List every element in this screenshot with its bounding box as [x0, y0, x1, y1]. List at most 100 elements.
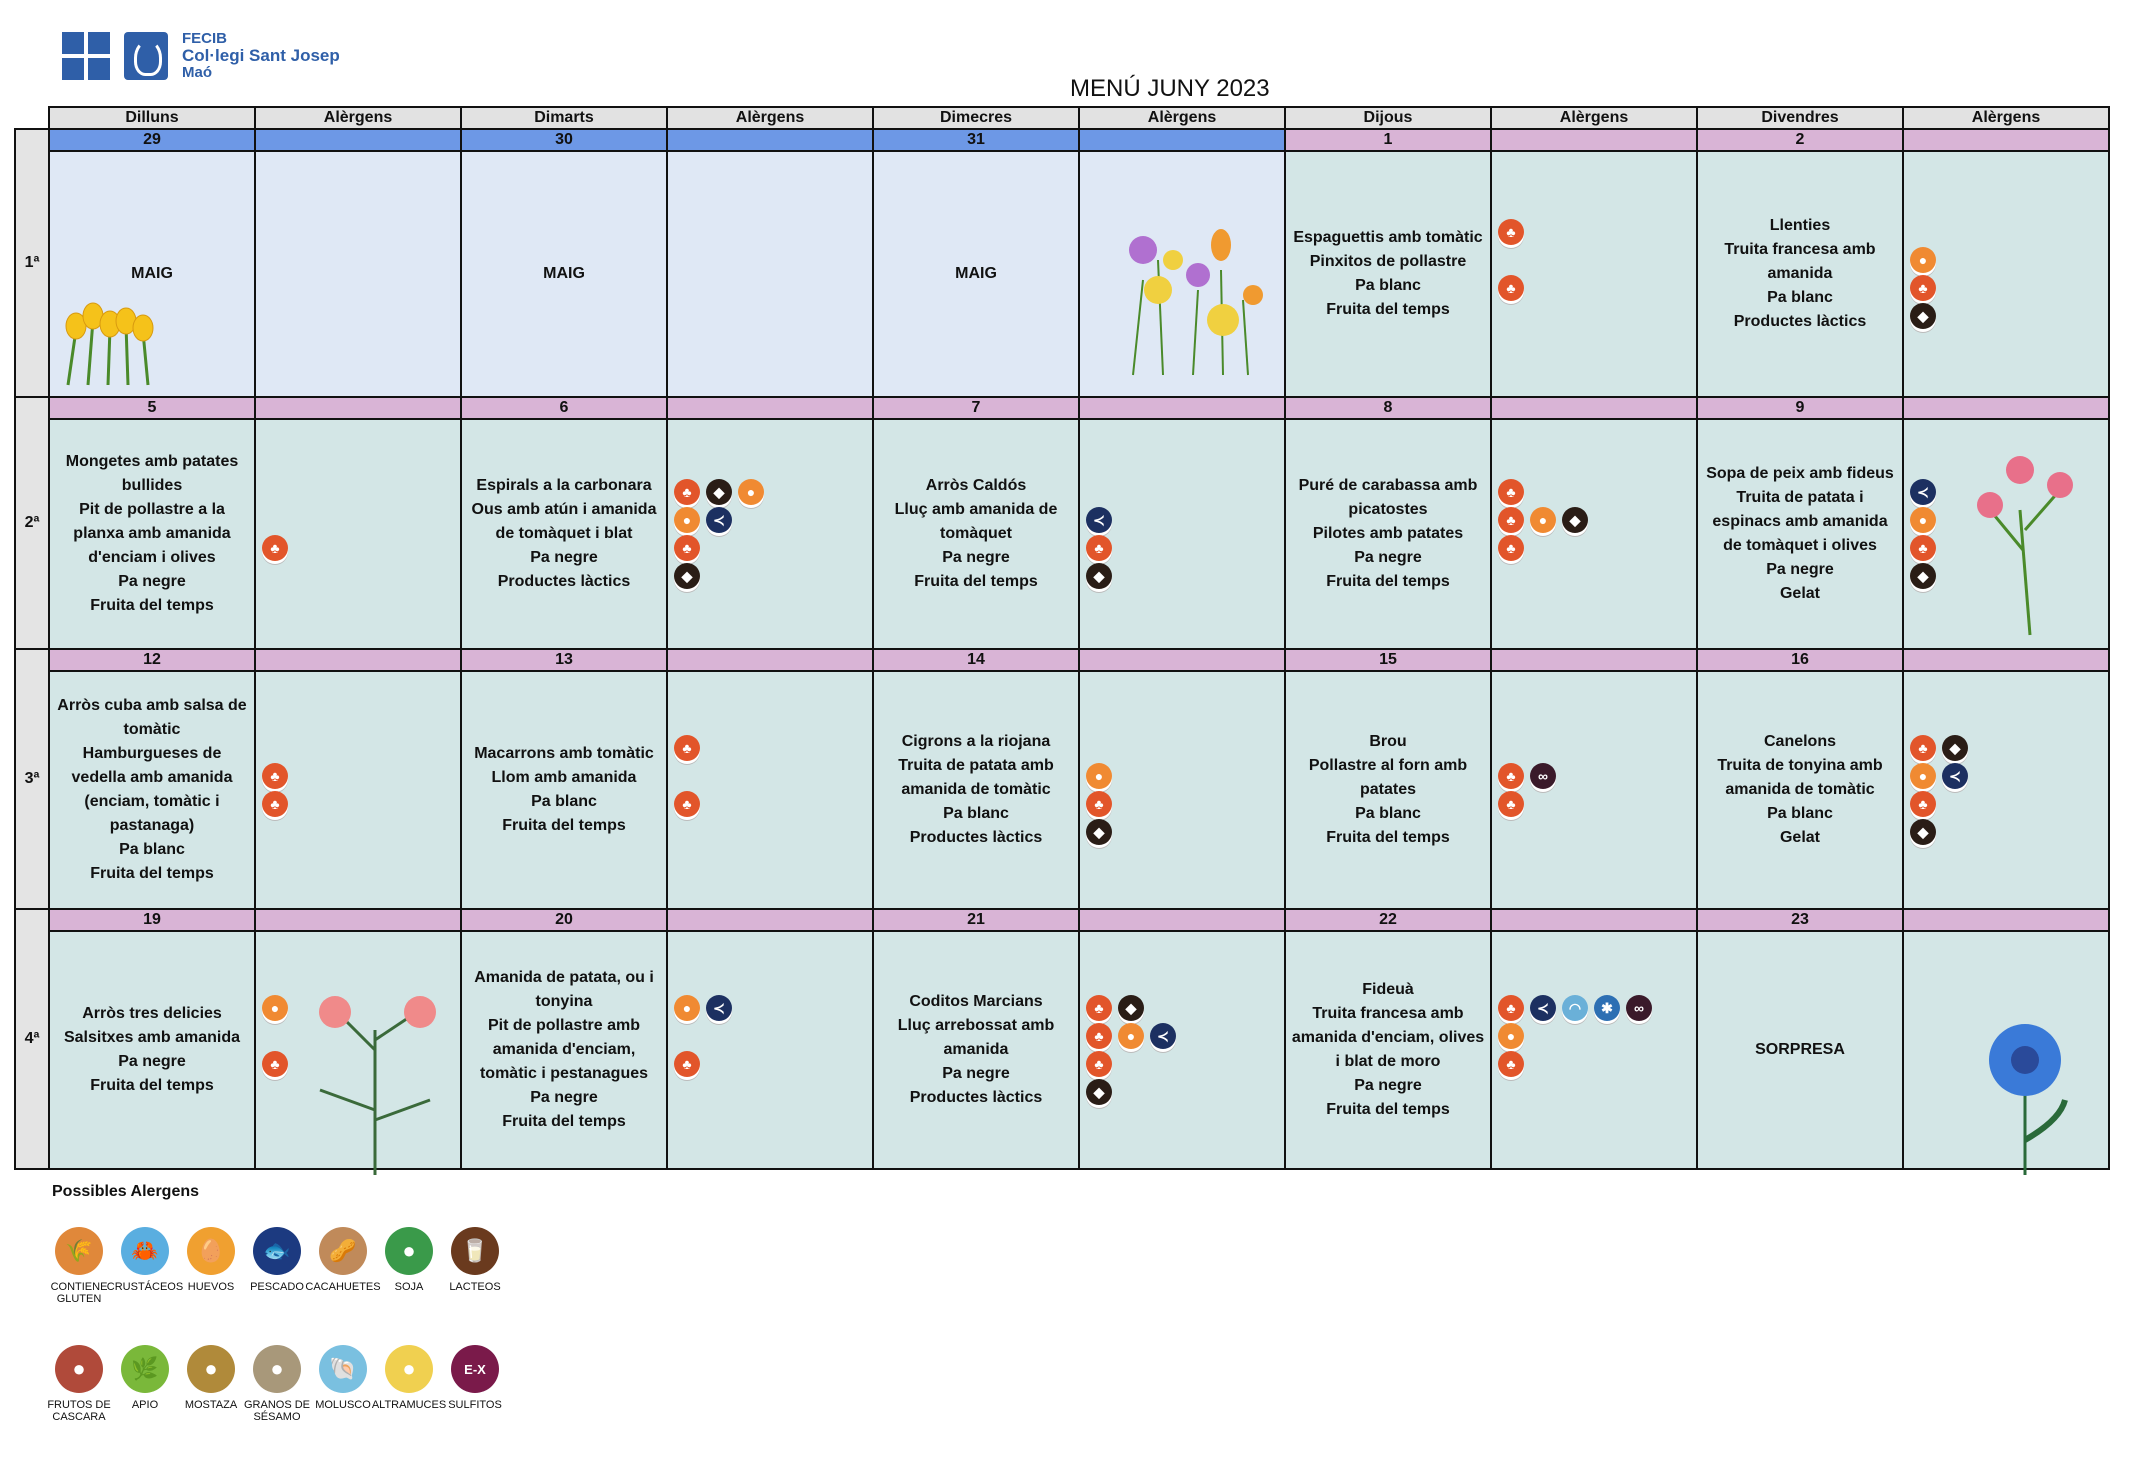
allergen-icon-row: ●: [1910, 246, 1936, 274]
huevos-icon: ●: [262, 995, 288, 1021]
allergen-number-spacer: [1078, 908, 1286, 932]
legend-item-gluten: 🌾 CONTIENE GLUTEN: [46, 1227, 112, 1305]
allergen-cell: ♣ ♣: [1490, 150, 1698, 398]
legend-item-apio: 🌿 APIO: [112, 1345, 178, 1423]
town-name: Maó: [182, 64, 212, 81]
allergen-number-spacer: [1078, 396, 1286, 420]
column-header: Dimecres: [872, 106, 1080, 130]
lacteos-icon: ◆: [1910, 819, 1936, 845]
allergen-cell: ♣ ♣ ● ◆ ♣: [1490, 418, 1698, 650]
wildflowers-illustration: [1129, 229, 1263, 376]
day-menu-cell: Arròs Caldós Lluç amb amanida de tomàquet…: [872, 418, 1080, 650]
dish-name: Llenties: [1769, 217, 1831, 234]
allergen-number-spacer: [1490, 128, 1698, 152]
day-menu-cell: Llenties Truita francesa amb amanida Pa bl…: [1696, 150, 1904, 398]
dish-list: Fideuà Truita francesa amb amanida d'enci…: [1286, 974, 1490, 1126]
week-label: 1ª: [14, 128, 50, 398]
allergen-cell: [1902, 930, 2110, 1170]
column-header: Alèrgens: [254, 106, 462, 130]
gluten-icon: ♣: [1498, 479, 1524, 505]
legend-label: LACTEOS: [449, 1281, 501, 1293]
allergen-icon-row: ♣: [1086, 790, 1112, 818]
column-header: Dijous: [1284, 106, 1492, 130]
dish-name: Productes làctics: [497, 573, 631, 590]
dish-name: Fruita del temps: [502, 1113, 626, 1130]
dish-list: MAIG: [50, 258, 254, 290]
week-label: 2ª: [14, 396, 50, 650]
week-content-row: Mongetes amb patates bullides Pit de poll…: [15, 418, 2110, 650]
crustaceos-icon: 🦀: [121, 1227, 169, 1275]
corner-cell: [15, 107, 49, 129]
dish-name: Llom amb amanida: [491, 769, 637, 786]
day-menu-cell: SORPRESA: [1696, 930, 1904, 1170]
school-name: Col·legi Sant Josep: [182, 46, 340, 65]
dish-list: Llenties Truita francesa amb amanida Pa bl…: [1698, 210, 1902, 338]
allergen-cell: ♣ ♣: [254, 670, 462, 910]
dish-name: Pa blanc: [1767, 805, 1833, 822]
page-title: MENÚ JUNY 2023: [1070, 75, 1270, 102]
gluten-icon: ♣: [1086, 1051, 1112, 1077]
dish-name: Arròs cuba amb salsa de tomàtic: [57, 697, 247, 738]
allergen-list: ♣: [256, 474, 460, 594]
allergen-icon-row: ♣ ≺ ◠ ✱ ∞: [1498, 994, 1652, 1022]
allergen-icon-row: ◆: [1086, 818, 1112, 846]
gluten-icon: ♣: [1910, 791, 1936, 817]
apio-icon: 🌿: [121, 1345, 169, 1393]
gluten-icon: ♣: [1498, 791, 1524, 817]
allergen-list: ♣ ∞ ♣: [1492, 730, 1696, 850]
dish-list: Arròs cuba amb salsa de tomàtic Hamburgue…: [50, 690, 254, 890]
dish-name: Gelat: [1779, 829, 1820, 846]
dish-name: Pa blanc: [1767, 289, 1833, 306]
allergen-cell: ♣: [254, 418, 462, 650]
dish-name: Fruita del temps: [90, 865, 214, 882]
dish-name: Espaguettis amb tomàtic: [1293, 229, 1483, 246]
day-menu-cell: Cigrons a la riojana Truita de patata amb…: [872, 670, 1080, 910]
day-number: 12: [48, 648, 256, 672]
legend-label: ALTRAMUCES: [371, 1399, 447, 1411]
day-menu-cell: Arròs tres delicies Salsitxes amb amanida…: [48, 930, 256, 1170]
dish-name: Productes làctics: [909, 829, 1043, 846]
legend-label: PESCADO: [250, 1281, 304, 1293]
allergen-cell: ♣ ◆ ● ● ≺ ♣ ◆: [666, 418, 874, 650]
dish-name: Fruita del temps: [914, 573, 1038, 590]
legend-item-lacteos: 🥛 LACTEOS: [442, 1227, 508, 1305]
legend-label: CRUSTÁCEOS: [106, 1281, 184, 1293]
dish-list: Arròs tres delicies Salsitxes amb amanida…: [50, 998, 254, 1102]
gluten-icon: ♣: [1498, 1051, 1524, 1077]
allergen-cell: ♣ ◆ ● ≺ ♣ ◆: [1902, 670, 2110, 910]
dish-name: Mongetes amb patates bullides: [65, 453, 239, 494]
allergen-icon-row: ●: [262, 994, 288, 1022]
allergen-list: ♣ ♣: [668, 730, 872, 850]
allergen-list: [668, 270, 872, 278]
dish-list: SORPRESA: [1698, 1034, 1902, 1066]
day-menu-cell: Espirals a la carbonara Ous amb atún i am…: [460, 418, 668, 650]
allergen-icon-row: ♣ ◆: [1086, 994, 1144, 1022]
molusco-icon: ◠: [1562, 995, 1588, 1021]
allergen-number-spacer: [1902, 128, 2110, 152]
allergen-icon-row: ◆: [1086, 562, 1112, 590]
gluten-icon: ♣: [1910, 535, 1936, 561]
allergen-legend: 🌾 CONTIENE GLUTEN 🦀 CRUSTÁCEOS 🥚 HUEVOS 🐟 PESCA…: [46, 1227, 566, 1423]
allergen-number-spacer: [1078, 128, 1286, 152]
day-number: 1: [1284, 128, 1492, 152]
legend-label: MOLUSCO: [315, 1399, 371, 1411]
menu-table: Dilluns Alèrgens Dimarts Alèrgens Dimecres Al…: [14, 106, 2110, 1170]
legend-item-cacahuetes: 🥜 CACAHUETES: [305, 1227, 381, 1305]
column-header-row: Dilluns Alèrgens Dimarts Alèrgens Dimecres Al…: [15, 106, 2110, 130]
legend-item-soja: ● SOJA: [376, 1227, 442, 1305]
allergen-icon-row: ♣: [1910, 790, 1936, 818]
allergen-number-spacer: [254, 128, 462, 152]
legend-item-crustaceos: 🦀 CRUSTÁCEOS: [107, 1227, 183, 1305]
dish-list: Mongetes amb patates bullides Pit de poll…: [50, 446, 254, 622]
dish-name: Pa negre: [530, 1089, 598, 1106]
allergen-list: ♣ ◆ ♣ ● ≺ ♣ ◆: [1080, 990, 1284, 1110]
pescado-icon: ≺: [1086, 507, 1112, 533]
allergen-icon-row: ● ≺: [1910, 762, 1968, 790]
gluten-icon: ♣: [1086, 535, 1112, 561]
gluten-icon: ♣: [1498, 219, 1524, 245]
dish-name: Puré de carabassa amb picatostes: [1298, 477, 1478, 518]
allergen-number-spacer: [1490, 908, 1698, 932]
dish-name: MAIG: [131, 265, 173, 282]
day-menu-cell: Coditos Marcians Lluç arrebossat amb aman…: [872, 930, 1080, 1170]
allergen-list: ● ≺ ♣: [668, 990, 872, 1110]
